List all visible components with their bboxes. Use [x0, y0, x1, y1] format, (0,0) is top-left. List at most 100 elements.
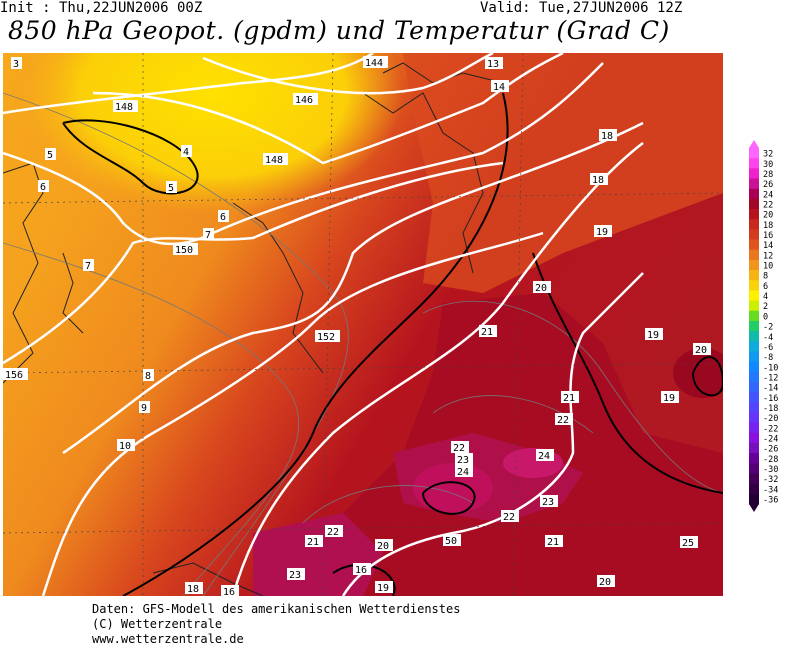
legend-swatch [749, 259, 759, 271]
legend-value: -8 [763, 353, 773, 363]
svg-text:10: 10 [119, 441, 131, 452]
legend-swatch [749, 483, 759, 495]
svg-text:20: 20 [695, 345, 707, 356]
legend-swatch [749, 209, 759, 220]
contour-label: 150 [173, 243, 198, 256]
legend-value: -30 [763, 465, 778, 475]
svg-text:22: 22 [503, 512, 515, 523]
valid-time: Valid: Tue,27JUN2006 12Z [480, 0, 683, 16]
contour-label: 22 [501, 510, 519, 523]
svg-text:6: 6 [220, 212, 226, 223]
legend-value: -16 [763, 394, 778, 404]
svg-text:7: 7 [205, 230, 211, 241]
legend-value: -20 [763, 414, 778, 424]
contour-label: 5 [166, 181, 177, 194]
legend-value: 14 [763, 241, 773, 251]
contour-label: 156 [3, 368, 28, 381]
svg-text:18: 18 [601, 131, 613, 142]
legend-swatch [749, 290, 759, 302]
legend-value: -24 [763, 434, 778, 444]
contour-label: 4 [181, 145, 192, 158]
contour-label: 18 [590, 173, 608, 186]
temperature-fill [3, 53, 723, 596]
svg-text:19: 19 [596, 227, 608, 238]
legend-swatch [749, 148, 759, 159]
svg-text:13: 13 [487, 59, 499, 70]
footer: Daten: GFS-Modell des amerikanischen Wet… [92, 602, 460, 647]
contour-label: 152 [315, 330, 340, 343]
contour-label: 21 [479, 325, 497, 338]
contour-label: 19 [594, 225, 612, 238]
legend-value: 8 [763, 272, 768, 282]
legend-top-arrow [749, 140, 759, 148]
contour-label: 8 [143, 369, 154, 382]
temperature-isolines [3, 92, 723, 596]
legend-swatch [749, 381, 759, 393]
legend-swatch [749, 442, 759, 454]
legend-swatch [749, 402, 759, 413]
svg-text:23: 23 [542, 497, 554, 508]
temperature-legend: 32302826242220181614121086420-2-4-6-8-10… [749, 140, 778, 512]
legend-swatch [749, 453, 759, 464]
contour-label: 14 [491, 80, 509, 93]
contour-label: 5 [45, 148, 56, 161]
legend-value: -28 [763, 455, 778, 465]
legend-value: -36 [763, 496, 778, 506]
contour-label: 20 [533, 281, 551, 294]
contour-label: 23 [455, 453, 473, 466]
svg-text:19: 19 [377, 583, 389, 594]
svg-text:23: 23 [457, 455, 469, 466]
svg-text:24: 24 [457, 467, 469, 478]
svg-text:21: 21 [307, 537, 319, 548]
svg-text:16: 16 [223, 587, 235, 596]
svg-text:5: 5 [168, 183, 174, 194]
legend-swatch [749, 432, 759, 444]
svg-text:19: 19 [663, 393, 675, 404]
legend-swatch [749, 280, 759, 291]
legend-swatch [749, 351, 759, 363]
contour-label: 22 [325, 525, 343, 538]
legend-bottom-arrow [749, 504, 759, 512]
contour-label: 21 [561, 391, 579, 404]
contour-label: 18 [185, 582, 203, 595]
svg-text:7: 7 [85, 261, 91, 272]
contour-label: 9 [139, 401, 150, 414]
legend-value: -10 [763, 363, 778, 373]
svg-text:22: 22 [327, 527, 339, 538]
svg-text:14: 14 [493, 82, 505, 93]
legend-swatch [749, 412, 759, 424]
grid-lines [3, 53, 723, 596]
legend-value: 24 [763, 190, 773, 200]
svg-text:21: 21 [563, 393, 575, 404]
legend-value: -12 [763, 373, 778, 383]
svg-text:150: 150 [175, 245, 193, 256]
legend-swatch [749, 168, 759, 180]
contour-label: 24 [536, 449, 554, 462]
svg-text:148: 148 [115, 102, 133, 113]
contour-label: 50 [443, 534, 461, 547]
legend-value: -6 [763, 343, 773, 353]
init-time: Init : Thu,22JUN2006 00Z [0, 0, 203, 16]
legend-value: 28 [763, 170, 773, 180]
svg-text:18: 18 [592, 175, 604, 186]
svg-text:6: 6 [40, 182, 46, 193]
legend-value: 18 [763, 221, 773, 231]
svg-text:24: 24 [538, 451, 550, 462]
legend-value: 32 [763, 150, 773, 160]
contour-label: 20 [597, 575, 615, 588]
contour-label: 20 [375, 539, 393, 552]
svg-text:9: 9 [141, 403, 147, 414]
svg-text:18: 18 [187, 584, 199, 595]
svg-text:146: 146 [295, 95, 313, 106]
legend-value: 10 [763, 262, 773, 272]
legend-value: -14 [763, 384, 778, 394]
svg-text:20: 20 [599, 577, 611, 588]
page-title: 850 hPa Geopot. (gpdm) und Temperatur (G… [8, 16, 670, 45]
legend-swatch [749, 473, 759, 485]
svg-text:23: 23 [289, 570, 301, 581]
svg-text:152: 152 [317, 332, 335, 343]
legend-swatch [749, 493, 759, 505]
legend-swatch [749, 188, 759, 200]
legend-swatch [749, 300, 759, 312]
contour-label: 6 [38, 180, 49, 193]
